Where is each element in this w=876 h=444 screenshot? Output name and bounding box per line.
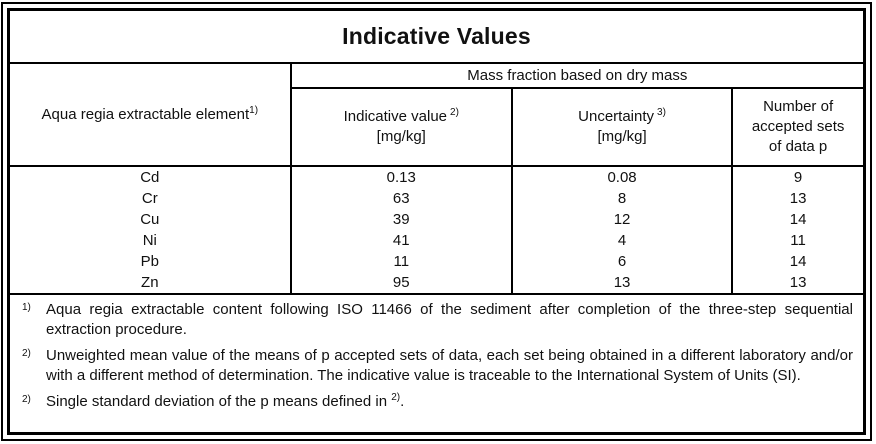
indicative-values-table: Indicative Values Aqua regia extractable… [10, 11, 863, 432]
accepted-sets-cell: 14 [789, 253, 807, 270]
group-header-mass-fraction: Mass fraction based on dry mass [290, 63, 863, 89]
col-header-uncertainty-unit: [mg/kg] [597, 128, 647, 145]
table-row: Ni 41 4 11 [10, 230, 863, 251]
indicative-value-cell: 11 [290, 251, 513, 272]
footnotes-row: 1) Aqua regia extractable content follow… [10, 293, 863, 432]
uncertainty-cell: 6 [511, 251, 734, 272]
table-row: Cr 63 8 13 [10, 188, 863, 209]
uncertainty-cell: 8 [511, 188, 734, 209]
indicative-value-cell: 0.13 [290, 166, 513, 188]
uncertainty-cell: 13 [511, 272, 734, 294]
table-row: Cu 39 12 14 [10, 209, 863, 230]
footnote: 2) Single standard deviation of the p me… [16, 392, 853, 412]
indicative-value-cell: 95 [290, 272, 513, 294]
title-row: Indicative Values [10, 11, 863, 64]
uncertainty-cell: 12 [511, 209, 734, 230]
footnote-text: Single standard deviation of the p means… [46, 392, 853, 412]
accepted-sets-cell: 11 [790, 232, 806, 249]
table-row: Zn 95 13 13 [10, 272, 863, 294]
group-header-row: Aqua regia extractable element1) Mass fr… [10, 63, 863, 167]
element-cell: Zn [10, 272, 292, 294]
column-header-row: Indicative value 2) [mg/kg] Uncertainty 3)… [10, 88, 863, 167]
col-header-uncertainty-label: Uncertainty [578, 108, 655, 125]
element-cell: Pb [10, 251, 292, 272]
footnote-marker: 2) [22, 394, 31, 405]
footnote-marker: 2) [22, 348, 31, 359]
accepted-sets-cell: 13 [789, 274, 807, 291]
footnote-ref-inline: 2) [391, 392, 401, 403]
accepted-sets-cell: 14 [789, 211, 807, 228]
footnote-text-tail: . [400, 393, 405, 410]
indicative-value-cell: 41 [290, 230, 513, 251]
col-header-indicative-value: Indicative value 2) [mg/kg] [290, 88, 513, 167]
col-header-element-label: Aqua regia extractable element [41, 106, 250, 123]
footnote-text-body: Single standard deviation of the p means… [46, 393, 392, 410]
footnote-ref-1: 1) [249, 105, 259, 116]
col-header-indicative-value-label: Indicative value [343, 108, 448, 125]
uncertainty-cell: 0.08 [511, 166, 734, 188]
table-row: Cd 0.13 0.08 9 [10, 166, 863, 188]
footnote-text: Unweighted mean value of the means of p … [46, 347, 853, 384]
table-frame: Indicative Values Aqua regia extractable… [7, 8, 866, 435]
footnote: 1) Aqua regia extractable content follow… [16, 300, 853, 339]
accepted-sets-cell: 9 [793, 169, 803, 186]
col-header-accepted-sets-label: Number of accepted sets of data p [751, 98, 845, 155]
footnote-marker: 1) [22, 302, 31, 313]
col-header-accepted-sets: Number of accepted sets of data p [732, 88, 863, 167]
col-header-uncertainty: Uncertainty 3) [mg/kg] [511, 88, 734, 167]
col-header-element: Aqua regia extractable element1) [10, 63, 292, 167]
indicative-value-cell: 63 [290, 188, 513, 209]
footnote-ref-3: 3) [657, 107, 666, 118]
footnote: 2) Unweighted mean value of the means of… [16, 346, 853, 385]
element-cell: Cu [10, 209, 292, 230]
element-cell: Ni [10, 230, 292, 251]
uncertainty-cell: 4 [511, 230, 734, 251]
table-title: Indicative Values [10, 11, 863, 64]
element-cell: Cr [10, 188, 292, 209]
footnote-text: Aqua regia extractable content following… [46, 301, 853, 338]
accepted-sets-cell: 13 [789, 190, 807, 207]
footnote-ref-2: 2) [450, 107, 459, 118]
table-row: Pb 11 6 14 [10, 251, 863, 272]
indicative-value-cell: 39 [290, 209, 513, 230]
col-header-indicative-value-unit: [mg/kg] [376, 128, 426, 145]
element-cell: Cd [10, 166, 292, 188]
footnotes-section: 1) Aqua regia extractable content follow… [10, 293, 863, 432]
